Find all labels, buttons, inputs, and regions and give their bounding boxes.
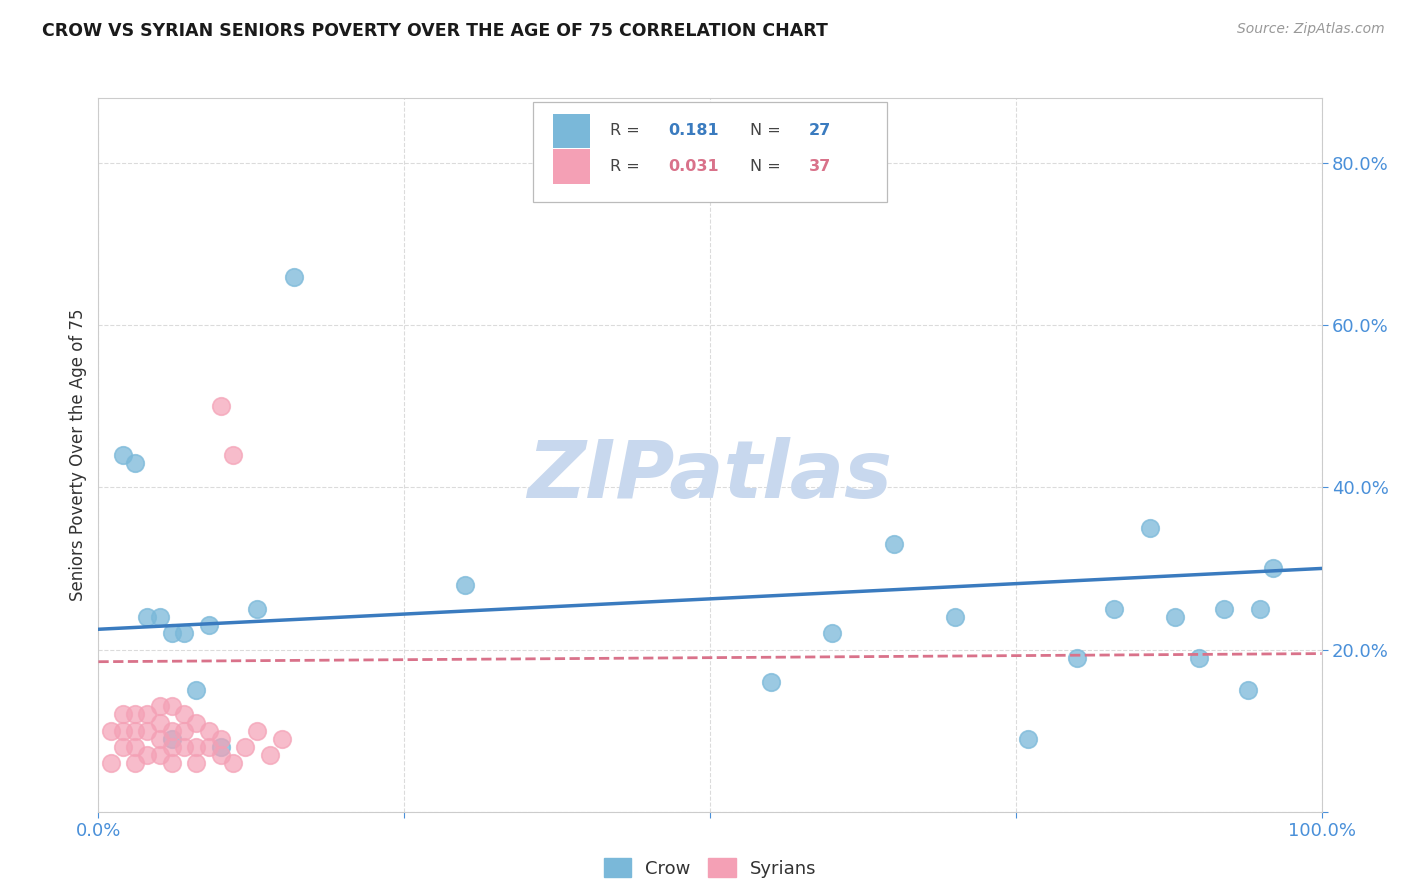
Text: R =: R = [610,123,640,138]
Point [186,739,208,754]
Point [111,448,134,462]
Point [233,739,256,754]
Text: 37: 37 [808,159,831,174]
Point [1212,602,1234,616]
Point [136,747,159,762]
Point [259,747,281,762]
Point [160,723,183,738]
Point [186,715,208,730]
Point [111,739,134,754]
Point [1261,561,1284,575]
Point [246,602,269,616]
Point [454,577,477,591]
Point [149,731,172,746]
Point [209,399,232,413]
Point [149,715,172,730]
Point [1066,650,1088,665]
Point [111,707,134,722]
Point [136,610,159,624]
Text: CROW VS SYRIAN SENIORS POVERTY OVER THE AGE OF 75 CORRELATION CHART: CROW VS SYRIAN SENIORS POVERTY OVER THE … [42,22,828,40]
Point [270,731,294,746]
Point [883,537,905,551]
Point [246,723,269,738]
Point [124,723,146,738]
Point [197,739,219,754]
Text: 27: 27 [808,123,831,138]
Point [186,756,208,770]
FancyBboxPatch shape [554,114,591,148]
Point [149,699,172,714]
Point [209,739,232,754]
Point [111,723,134,738]
Point [943,610,966,624]
Point [149,610,172,624]
Point [160,731,183,746]
Point [186,683,208,698]
Legend: Crow, Syrians: Crow, Syrians [596,851,824,885]
Text: 0.031: 0.031 [668,159,718,174]
Point [197,723,219,738]
Point [173,739,195,754]
Point [173,626,195,640]
Text: Source: ZipAtlas.com: Source: ZipAtlas.com [1237,22,1385,37]
Point [160,756,183,770]
Point [821,626,844,640]
Point [283,269,305,284]
Point [100,756,122,770]
Point [124,456,146,470]
Point [1102,602,1125,616]
Point [197,618,219,632]
Point [1237,683,1260,698]
Text: ZIPatlas: ZIPatlas [527,437,893,516]
Point [124,707,146,722]
FancyBboxPatch shape [533,102,887,202]
Point [1164,610,1187,624]
Point [124,739,146,754]
Point [173,723,195,738]
Point [160,699,183,714]
Point [209,747,232,762]
FancyBboxPatch shape [554,150,591,184]
Point [149,747,172,762]
Point [1139,521,1161,535]
Point [160,739,183,754]
Point [1017,731,1039,746]
Point [136,707,159,722]
Y-axis label: Seniors Poverty Over the Age of 75: Seniors Poverty Over the Age of 75 [69,309,87,601]
Point [124,756,146,770]
Text: R =: R = [610,159,640,174]
Point [1188,650,1211,665]
Point [222,756,245,770]
Point [209,731,232,746]
Point [160,626,183,640]
Point [1249,602,1271,616]
Text: 0.181: 0.181 [668,123,718,138]
Point [136,723,159,738]
Text: N =: N = [751,159,782,174]
Point [173,707,195,722]
Point [761,675,783,690]
Point [222,448,245,462]
Text: N =: N = [751,123,782,138]
Point [100,723,122,738]
